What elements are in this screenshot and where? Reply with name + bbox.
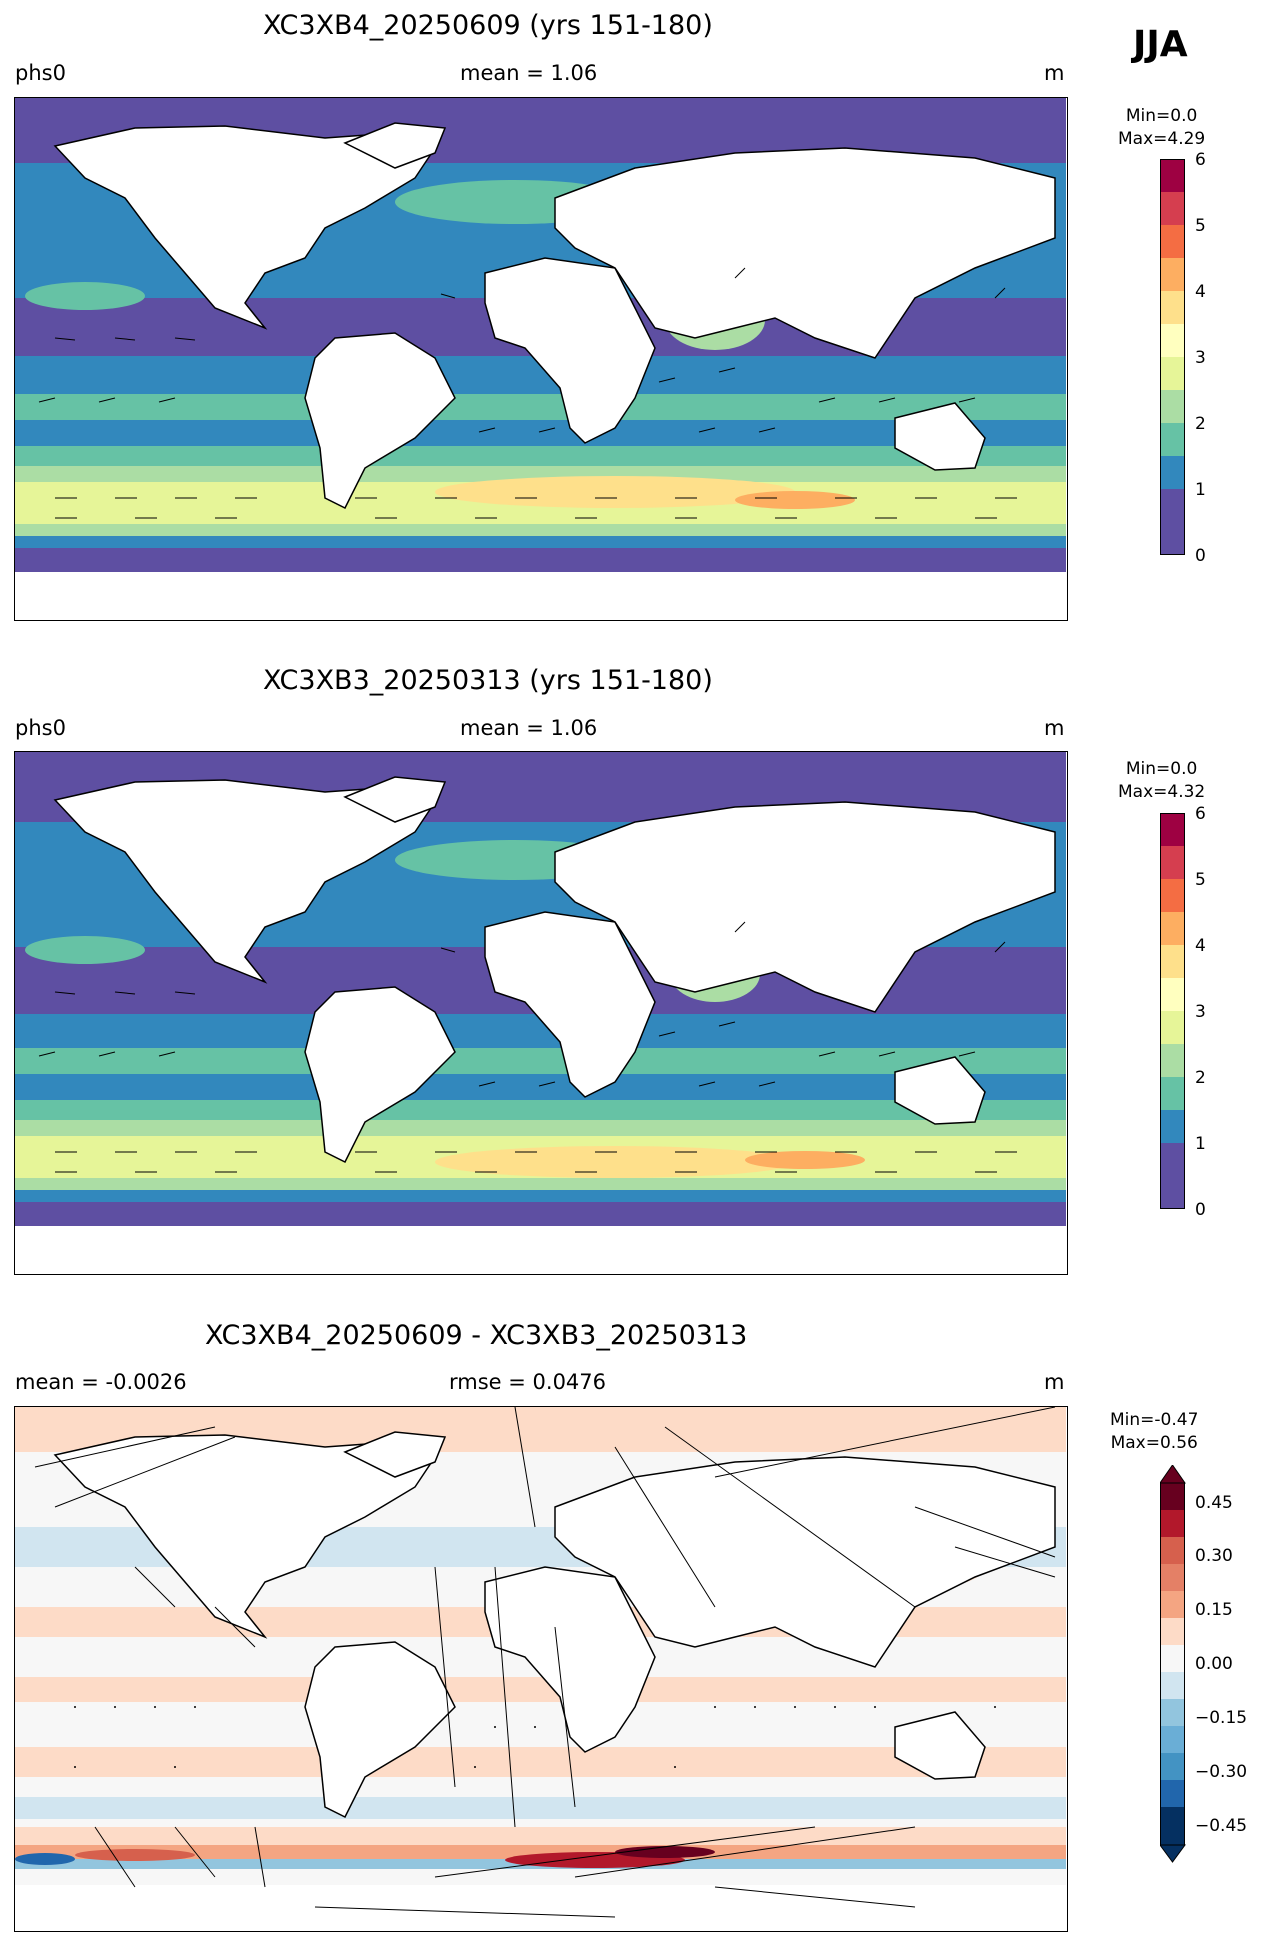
- panel3-tick-neg-0-30: −0.30: [1195, 1762, 1248, 1782]
- panel1-tick-3: 3: [1195, 348, 1206, 368]
- panel2-unit-label: m: [1044, 716, 1065, 740]
- panel3-tick-neg-0-45: −0.45: [1195, 1816, 1248, 1836]
- panel2-tick-4: 4: [1195, 936, 1206, 956]
- panel3-title: XC3XB4_20250609 - XC3XB3_20250313: [205, 1320, 748, 1351]
- panel2-tick-0: 0: [1195, 1200, 1206, 1220]
- panel1-tick-0: 0: [1195, 546, 1206, 566]
- panel3-unit-label: m: [1044, 1370, 1065, 1394]
- panel3-mean-label: mean = -0.0026: [15, 1370, 187, 1394]
- panel2-mean-label: mean = 1.06: [460, 716, 598, 740]
- panel3-colorbar: [1160, 1465, 1186, 1863]
- panel1-map: [14, 97, 1068, 621]
- season-label: JJA: [1133, 24, 1188, 65]
- panel1-tick-6: 6: [1195, 150, 1206, 170]
- panel3-colorbar-max: Max=0.56: [1110, 1433, 1198, 1453]
- panel1-tick-4: 4: [1195, 282, 1206, 302]
- panel2-colorbar-range: Min=0.0 Max=4.32: [1118, 758, 1205, 804]
- panel1-unit-label: m: [1044, 61, 1065, 85]
- panel2-tick-6: 6: [1195, 804, 1206, 824]
- panel2-tick-2: 2: [1195, 1068, 1206, 1088]
- panel3-tick-0-45: 0.45: [1195, 1493, 1233, 1513]
- panel1-colorbar: [1160, 159, 1185, 555]
- panel1-tick-5: 5: [1195, 216, 1206, 236]
- panel1-mean-label: mean = 1.06: [460, 61, 598, 85]
- panel3-rmse-label: rmse = 0.0476: [449, 1370, 607, 1394]
- panel2-tick-3: 3: [1195, 1002, 1206, 1022]
- panel1-tick-2: 2: [1195, 414, 1206, 434]
- panel2-colorbar-min: Min=0.0: [1125, 759, 1198, 779]
- panel2-tick-5: 5: [1195, 870, 1206, 890]
- panel3-tick-0-00: 0.00: [1195, 1654, 1233, 1674]
- panel1-title: XC3XB4_20250609 (yrs 151-180): [263, 10, 713, 41]
- panel2-colorbar: [1160, 813, 1185, 1209]
- panel2-map: [14, 751, 1068, 1275]
- panel3-colorbar-range: Min=-0.47 Max=0.56: [1110, 1409, 1198, 1455]
- panel3-colorbar-min: Min=-0.47: [1110, 1410, 1199, 1430]
- panel3-tick-0-15: 0.15: [1195, 1600, 1233, 1620]
- panel2-colorbar-max: Max=4.32: [1118, 782, 1206, 802]
- panel3-map: [14, 1406, 1068, 1932]
- panel3-tick-neg-0-15: −0.15: [1195, 1708, 1248, 1728]
- panel2-tick-1: 1: [1195, 1134, 1206, 1154]
- panel2-variable-label: phs0: [15, 716, 66, 740]
- panel3-tick-0-30: 0.30: [1195, 1546, 1233, 1566]
- panel2-title: XC3XB3_20250313 (yrs 151-180): [263, 665, 713, 696]
- panel1-tick-1: 1: [1195, 480, 1206, 500]
- panel1-colorbar-range: Min=0.0 Max=4.29: [1118, 105, 1205, 151]
- panel1-colorbar-min: Min=0.0: [1125, 106, 1198, 126]
- panel1-variable-label: phs0: [15, 61, 66, 85]
- panel1-colorbar-max: Max=4.29: [1118, 129, 1206, 149]
